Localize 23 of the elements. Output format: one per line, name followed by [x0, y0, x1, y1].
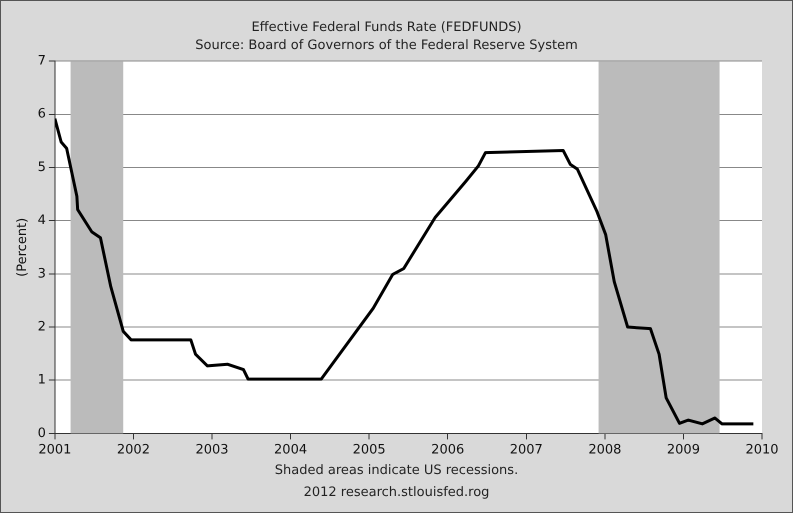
x-tick-label: 2003 [195, 442, 229, 458]
y-tick-label: 6 [38, 106, 46, 122]
y-tick-label: 2 [38, 319, 46, 334]
y-tick-label: 7 [38, 54, 46, 69]
y-tick-label: 4 [38, 213, 46, 228]
text: 2012 research.stlouisfed.rog [302, 485, 490, 500]
x-tick-label: 2009 [666, 442, 700, 458]
y-axis-title: (Percent) [15, 218, 30, 277]
x-tick-label: 2005 [352, 442, 386, 458]
x-tick-label: 2002 [116, 442, 150, 458]
y-tick-label: 5 [38, 160, 46, 175]
x-tick-label: 2001 [38, 442, 72, 458]
y-tick-label: 3 [38, 266, 46, 282]
x-tick-label: 2004 [274, 442, 308, 458]
x-tick-label: 2010 [745, 442, 779, 458]
text: Shaded areas indicate US recessions. [274, 463, 520, 478]
chart-title: Effective Federal Funds Rate (FEDFUNDS) [251, 20, 522, 36]
x-tick-label: 2006 [431, 442, 464, 458]
y-tick-label: 0 [38, 426, 46, 441]
y-tick-label: 1 [38, 372, 46, 388]
chart-subtitle: Source: Board of Governors of the Federal Reserve System [195, 38, 578, 53]
x-tick-label: 2008 [588, 442, 622, 458]
x-tick-label: 2007 [510, 442, 543, 458]
